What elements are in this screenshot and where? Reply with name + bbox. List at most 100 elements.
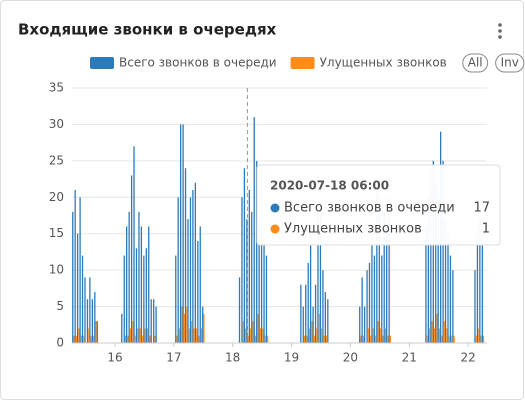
x-tick-label: 16 [107,351,122,365]
bar [76,233,79,343]
bar [313,335,315,343]
bar [192,190,194,343]
bar [318,313,320,343]
bar [361,277,363,343]
bar [432,160,434,343]
bar [154,335,156,343]
legend-button-label: Inv [501,56,519,70]
x-tick-label: 17 [166,351,181,365]
bar [137,328,139,343]
bar [435,182,437,343]
bar [475,335,477,343]
bar [94,292,96,343]
bar [427,197,429,343]
bar [90,335,92,343]
bar [248,190,250,343]
bar [314,284,317,343]
bar [96,321,98,343]
bar [125,335,127,343]
legend-swatch[interactable] [290,57,315,69]
x-tick-label: 20 [343,351,358,365]
bar [247,335,249,343]
bar [481,241,483,343]
y-tick-label: 15 [49,226,64,240]
bar [377,321,379,343]
bar [242,321,244,343]
x-tick-label: 18 [225,351,240,365]
bar [191,321,193,343]
y-tick-label: 0 [56,336,64,350]
tooltip-dot [270,224,280,234]
bar [367,328,369,343]
bar [453,335,455,343]
bar [447,233,449,343]
bar [383,211,385,343]
bar [93,335,95,343]
legend-label[interactable]: Улущенных звонков [320,56,447,70]
bar [308,328,311,343]
bar [246,219,248,343]
bar [438,328,441,343]
bar [142,335,144,343]
legend-button-frame [495,53,525,73]
legend-button[interactable]: All [462,53,489,73]
legend-swatch[interactable] [90,57,114,69]
bar [434,328,436,343]
bar [181,306,183,343]
bar [323,335,325,343]
bar [178,328,181,343]
bar [86,299,89,343]
bar [129,328,131,343]
bar [133,146,135,343]
tooltip-title: 2020-07-18 06:00 [270,179,389,193]
bar [263,241,265,343]
bar [196,328,198,343]
y-tick-label: 30 [49,117,64,131]
bar [363,306,366,343]
bar [316,328,318,343]
bar [73,335,75,343]
bar [304,335,306,343]
bar [425,226,427,343]
bar [306,335,308,343]
bar [155,306,157,343]
bar [441,335,443,343]
bar [375,335,377,343]
bar [479,219,481,343]
bar [128,211,130,343]
legend-button[interactable]: Inv [495,53,525,73]
bar [75,335,78,343]
bar [389,335,391,343]
bar [267,335,269,343]
bar [80,335,82,343]
bar [442,160,444,343]
bar [436,313,438,343]
bar [376,190,378,343]
bar [300,284,302,343]
bar [150,299,152,343]
bar [359,306,361,343]
bar [478,328,480,343]
bar [430,168,432,343]
bar [381,255,383,343]
bar [175,255,177,343]
bar [321,328,323,343]
bar [429,328,431,343]
bar [446,328,448,343]
legend-label[interactable]: Всего звонков в очереди [119,56,277,70]
legend-button-label: All [468,56,483,70]
y-tick-label: 20 [49,190,64,204]
bar [382,335,384,343]
bar [251,211,253,343]
bar [388,197,390,343]
bar [368,262,371,343]
bar [474,270,476,343]
bar [81,255,84,343]
bar [72,211,74,343]
menu-icon[interactable] [498,23,502,39]
y-tick-label: 25 [49,153,64,167]
bar [140,226,143,343]
tooltip-value: 1 [482,222,490,237]
x-tick-label: 21 [402,351,417,365]
bar [135,248,138,343]
